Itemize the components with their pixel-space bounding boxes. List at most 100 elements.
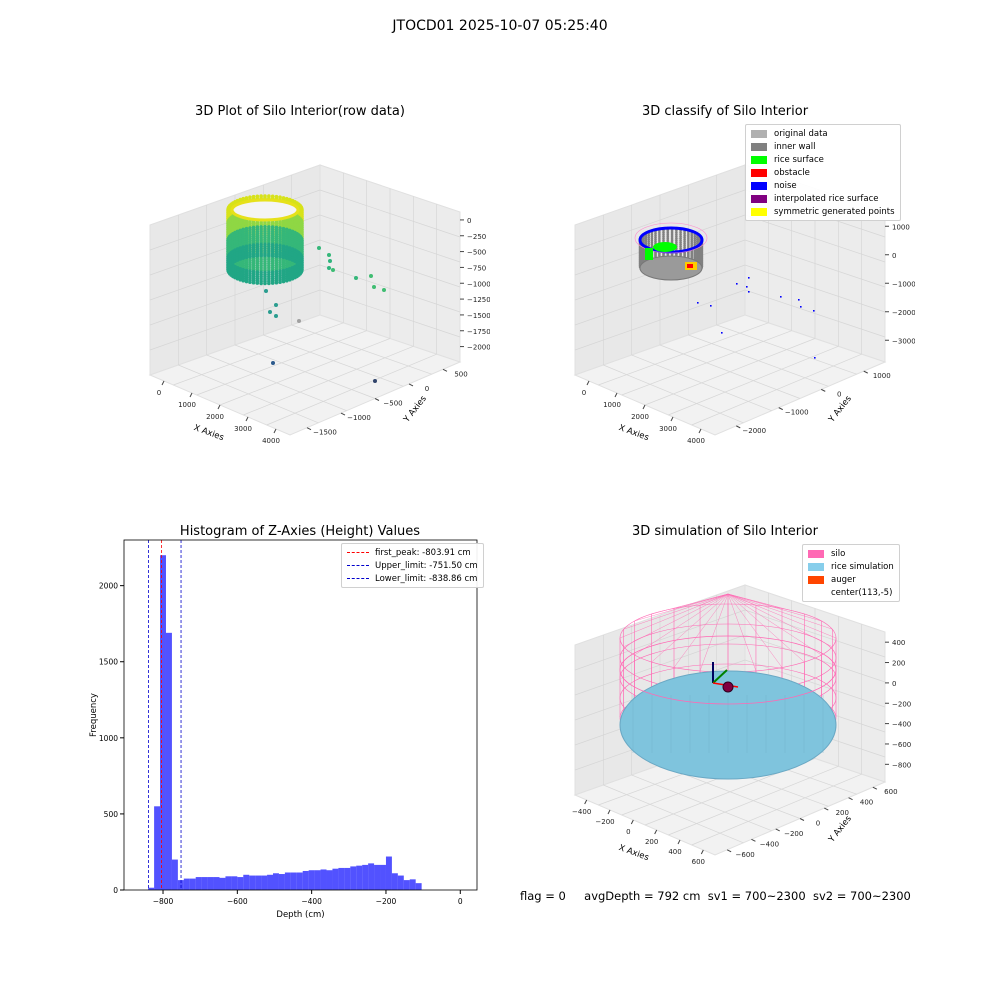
inner-wall-point <box>675 238 678 242</box>
data-point <box>238 257 243 261</box>
inner-wall-point <box>658 235 661 239</box>
histogram-bar <box>231 876 238 890</box>
histogram-bar <box>415 883 422 890</box>
status-sv1: sv1 = 700~2300 <box>707 889 806 903</box>
status-line: flag = 0 avgDepth = 792 cm sv1 = 700~230… <box>520 889 911 903</box>
histogram-bar <box>290 872 297 890</box>
histogram-bar <box>225 876 232 890</box>
inner-wall-point <box>693 252 697 256</box>
inner-wall-point <box>679 235 682 238</box>
noise-point <box>798 299 800 301</box>
y-tick-label: 0 <box>425 385 429 393</box>
x-tick-label: 200 <box>645 838 658 846</box>
inner-wall-point <box>647 244 651 247</box>
inner-wall-point <box>683 239 686 243</box>
legend-label: first_peak: -803.91 cm <box>375 547 471 558</box>
data-point <box>264 289 268 293</box>
legend-entry: noise <box>751 179 895 192</box>
data-point <box>255 281 260 285</box>
y-tick-label: 1000 <box>99 734 118 743</box>
legend-entry: interpolated rice surface <box>751 192 895 205</box>
y-tick <box>340 412 346 416</box>
inner-wall-point <box>644 239 648 243</box>
inner-wall-point <box>690 241 694 245</box>
inner-wall-point <box>690 253 694 257</box>
inner-wall-point <box>679 253 682 256</box>
inner-wall-point <box>662 253 665 256</box>
legend-label: Upper_limit: -751.50 cm <box>375 560 478 571</box>
inner-wall-point <box>695 258 699 261</box>
z-tick-label: −2000 <box>892 309 915 317</box>
inner-wall-point <box>687 244 690 248</box>
inner-wall-point <box>683 245 686 249</box>
data-point <box>238 278 243 282</box>
histogram-bar <box>350 866 357 890</box>
legend-label: auger <box>831 574 856 585</box>
histogram-bar <box>326 870 333 890</box>
legend-entry: Upper_limit: -751.50 cm <box>347 559 478 572</box>
histogram-bar <box>368 863 375 890</box>
y-tick-label: −400 <box>760 840 779 848</box>
figure-title: JTOCD01 2025-10-07 05:25:40 <box>392 18 608 34</box>
histogram-chart[interactable]: −800 −600 −400 −200 0 0 500 1000 1500 2000 Depth (… <box>80 530 490 920</box>
data-point <box>274 254 279 258</box>
noise-point <box>710 305 712 307</box>
inner-wall-point <box>654 236 657 239</box>
classify-legend: original data inner wall rice surface obsta… <box>745 124 901 221</box>
data-point <box>268 310 272 314</box>
z-tick-label: −600 <box>892 741 911 749</box>
raw-3d-plot[interactable]: 0 1000 2000 3000 4000 X Axies 500 0 −500 −1000 −15… <box>130 130 490 460</box>
data-point <box>251 254 256 258</box>
inner-wall-point <box>690 239 694 243</box>
x-tick <box>677 839 681 845</box>
inner-wall-point <box>670 234 674 238</box>
inner-wall-point <box>642 239 645 242</box>
noise-point <box>780 296 782 298</box>
histogram-bar <box>267 874 274 890</box>
inner-wall-point <box>647 238 651 241</box>
y-tick-label: −1500 <box>313 429 337 437</box>
x-tick <box>584 799 588 805</box>
data-point <box>248 254 252 259</box>
y-axis-label: Y Axies <box>826 814 854 846</box>
histogram-bar <box>362 864 369 890</box>
x-tick-label: 4000 <box>687 437 705 445</box>
legend-entry: obstacle <box>751 166 895 179</box>
data-point <box>270 281 275 285</box>
x-tick-label: 600 <box>692 858 705 866</box>
legend-label: rice simulation <box>831 561 894 572</box>
data-point <box>278 254 282 259</box>
inner-wall-point <box>642 249 645 252</box>
inner-wall-point <box>658 231 661 235</box>
data-point <box>259 281 263 286</box>
x-tick-label: 3000 <box>234 425 252 433</box>
y-tick-label: 500 <box>104 810 119 819</box>
legend-line-sample <box>347 565 369 566</box>
histogram-bar <box>332 868 339 890</box>
noise-point <box>736 283 738 285</box>
inner-wall-point <box>658 253 661 257</box>
histogram-bar <box>219 877 226 890</box>
inner-wall-point <box>670 236 674 240</box>
inner-wall-point <box>683 251 686 255</box>
status-sv2: sv2 = 700~2300 <box>812 889 911 903</box>
noise-point <box>748 277 750 279</box>
data-point <box>317 246 321 250</box>
y-tick-label: 1000 <box>873 372 891 380</box>
histogram-bar <box>284 872 291 890</box>
data-point <box>244 255 249 260</box>
y-tick <box>726 849 732 853</box>
z-tick-label: −200 <box>892 700 911 708</box>
silo-roof-line <box>699 593 729 671</box>
inner-wall-point <box>687 254 690 258</box>
inner-wall-point <box>679 245 682 248</box>
y-tick <box>736 425 741 429</box>
x-tick <box>217 404 221 410</box>
z-tick-label: −800 <box>892 761 911 769</box>
noise-point <box>814 357 816 359</box>
z-tick-label: −1500 <box>467 312 490 320</box>
data-point <box>328 259 332 263</box>
y-tick <box>848 797 853 801</box>
histogram-title: Histogram of Z-Axies (Height) Values <box>179 524 421 539</box>
